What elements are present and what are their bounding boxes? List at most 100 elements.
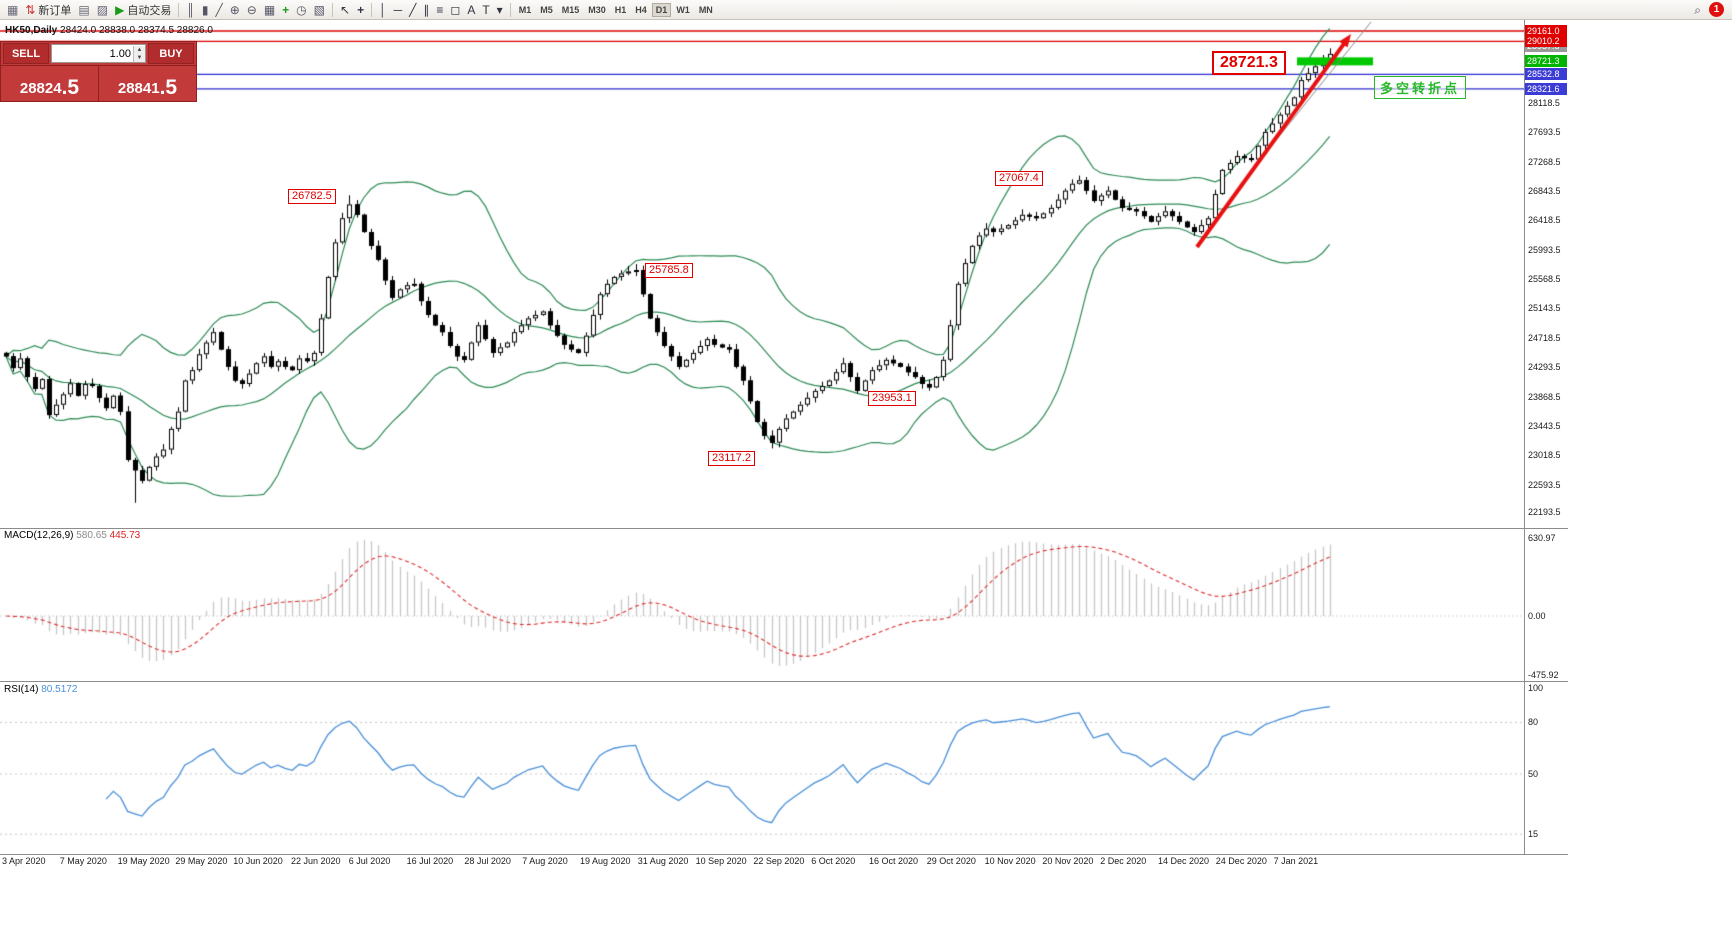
macd-panel-canvas[interactable] — [0, 529, 1524, 681]
crosshair-icon[interactable]: + — [354, 2, 367, 18]
timeframe-w1-button[interactable]: W1 — [676, 4, 690, 15]
price-axis-tick: 25143.5 — [1528, 303, 1561, 314]
lot-increase-button[interactable]: ▲ — [134, 45, 145, 54]
horizontal-line-icon: ─ — [393, 2, 403, 17]
notification-badge[interactable]: 1 — [1709, 2, 1724, 17]
rsi-value: 80.5172 — [41, 684, 78, 695]
date-axis-tick: 6 Jul 2020 — [348, 856, 391, 866]
autotrading-button-label: 自动交易 — [127, 4, 172, 17]
cursor-icon[interactable]: ↖ — [337, 2, 353, 18]
zoom-out-icon[interactable]: ⊖ — [244, 2, 260, 18]
horizontal-line-icon[interactable]: ─ — [391, 2, 406, 18]
price-axis-tick: 27693.5 — [1528, 127, 1561, 138]
price-callout-label[interactable]: 27067.4 — [995, 171, 1043, 186]
rsi-panel-canvas[interactable] — [0, 682, 1524, 854]
one-click-trading-widget: SELL ▲ ▼ BUY 28824 .5 28841 .5 — [0, 41, 197, 102]
macd-name: MACD(12,26,9) — [4, 530, 74, 541]
timeframe-m5-button[interactable]: M5 — [540, 4, 553, 15]
chart-list-icon[interactable]: ▤ — [75, 2, 92, 18]
trade-widget-price-divider — [98, 66, 99, 101]
arrows-style-dropdown: ▾ — [496, 2, 503, 17]
price-axis-tick: 26418.5 — [1528, 215, 1561, 226]
date-axis-tick: 29 May 2020 — [175, 856, 228, 866]
macd-panel-divider[interactable] — [0, 528, 1568, 529]
date-axis-tick: 7 Aug 2020 — [522, 856, 568, 866]
date-axis-tick: 19 May 2020 — [117, 856, 170, 866]
date-axis-tick: 19 Aug 2020 — [580, 856, 631, 866]
date-axis-tick: 29 Oct 2020 — [926, 856, 976, 866]
main-chart-canvas[interactable] — [0, 20, 1524, 528]
price-callout-label[interactable]: 23117.2 — [708, 451, 755, 466]
text-icon[interactable]: A — [464, 2, 478, 18]
rsi-label: RSI(14) 80.5172 — [4, 684, 77, 695]
sell-button[interactable]: SELL — [3, 43, 49, 64]
date-axis-tick: 7 May 2020 — [59, 856, 107, 866]
channel-icon[interactable]: ∥ — [420, 2, 432, 18]
zoom-in-icon[interactable]: ⊕ — [227, 2, 243, 18]
toolbar-separator — [371, 2, 373, 17]
macd-main-value: 580.65 — [76, 530, 107, 541]
shapes-icon: ◻ — [450, 2, 461, 17]
autotrading-button[interactable]: ▶ 自动交易 — [112, 2, 174, 18]
timeframe-h1-button[interactable]: H1 — [614, 4, 627, 15]
price-callout-label[interactable]: 23953.1 — [868, 391, 916, 406]
price-axis-marker: 28321.6 — [1525, 82, 1567, 95]
arrows-style-dropdown[interactable]: ▾ — [494, 2, 506, 18]
new-chart-icon[interactable]: ▦ — [4, 2, 21, 18]
key-level-label[interactable]: 28721.3 — [1212, 51, 1286, 75]
rsi-panel-divider[interactable] — [0, 681, 1568, 682]
timeframe-mn-button[interactable]: MN — [698, 4, 713, 15]
toolbar-separator — [509, 2, 511, 17]
price-axis-marker: 28721.3 — [1525, 55, 1567, 68]
search-icon[interactable]: ⌕ — [1691, 2, 1704, 18]
tile-windows-icon[interactable]: ▦ — [261, 2, 278, 18]
chart-bars-icon: ║ — [186, 2, 195, 17]
macd-label: MACD(12,26,9) 580.65 445.73 — [4, 530, 140, 541]
macd-signal-value: 445.73 — [109, 530, 141, 541]
lot-decrease-button[interactable]: ▼ — [134, 53, 145, 62]
data-window-icon[interactable]: ▨ — [94, 2, 111, 18]
templates-icon[interactable]: ▧ — [311, 2, 328, 18]
fibonacci-icon[interactable]: ≡ — [433, 2, 446, 18]
indicators-icon[interactable]: + — [279, 2, 292, 18]
chart-bars-icon[interactable]: ║ — [183, 2, 198, 18]
sell-price[interactable]: 28824 .5 — [1, 66, 98, 101]
trendline-icon[interactable]: ╱ — [406, 2, 419, 18]
price-axis-tick: 26843.5 — [1528, 186, 1561, 197]
fibonacci-icon: ≡ — [436, 2, 444, 17]
timeframe-h4-button[interactable]: H4 — [635, 4, 647, 15]
vertical-line-icon: │ — [379, 2, 387, 17]
date-axis-tick: 22 Sep 2020 — [753, 856, 805, 866]
buy-button[interactable]: BUY — [148, 43, 194, 64]
lot-stepper: ▲ ▼ — [133, 45, 145, 62]
cursor-icon: ↖ — [340, 2, 351, 17]
date-axis-tick: 2 Dec 2020 — [1100, 856, 1147, 866]
toolbar: ▦ ⇅ 新订单 ▤ ▨ ▶ 自动交易 ║ ▮ ╱ ⊕ ⊖ ▦ + ◷ ▧ ↖ + │ ─ ╱ ∥ ≡ ◻ A T ▾ M1 M5 M15 M… — [0, 0, 1732, 20]
buy-price[interactable]: 28841 .5 — [99, 66, 196, 101]
price-callout-label[interactable]: 26782.5 — [288, 189, 336, 204]
timeframe-d1-button[interactable]: D1 — [651, 2, 672, 17]
lot-size-input[interactable] — [52, 47, 133, 60]
rsi-axis-tick: 100 — [1528, 683, 1544, 693]
timeframe-m1-button[interactable]: M1 — [518, 4, 532, 15]
trendline-icon: ╱ — [409, 2, 417, 17]
shapes-icon[interactable]: ◻ — [447, 2, 463, 18]
label-icon[interactable]: T — [479, 2, 492, 18]
turning-point-note[interactable]: 多空转折点 — [1374, 76, 1467, 99]
date-axis-tick: 31 Aug 2020 — [637, 856, 689, 866]
new-order-button[interactable]: ⇅ 新订单 — [22, 2, 74, 18]
timeframe-m30-button[interactable]: M30 — [588, 4, 606, 15]
vertical-line-icon[interactable]: │ — [376, 2, 390, 18]
trade-widget-prices: 28824 .5 28841 .5 — [1, 65, 196, 101]
buy-price-frac: .5 — [159, 76, 178, 99]
price-callout-label[interactable]: 25785.8 — [645, 263, 693, 278]
chart-candles-icon[interactable]: ▮ — [199, 2, 212, 18]
periods-dropdown[interactable]: ◷ — [293, 2, 309, 18]
chart-symbol-period: HK50,Daily — [5, 25, 58, 36]
chart-title: HK50,Daily 28424.0 28838.0 28374.5 28826… — [5, 25, 213, 36]
rsi-axis-tick: 50 — [1528, 769, 1539, 779]
chart-line-icon[interactable]: ╱ — [212, 2, 225, 18]
date-axis-tick: 7 Jan 2021 — [1273, 856, 1319, 866]
date-axis-tick: 16 Oct 2020 — [869, 856, 919, 866]
timeframe-m15-button[interactable]: M15 — [561, 4, 580, 15]
